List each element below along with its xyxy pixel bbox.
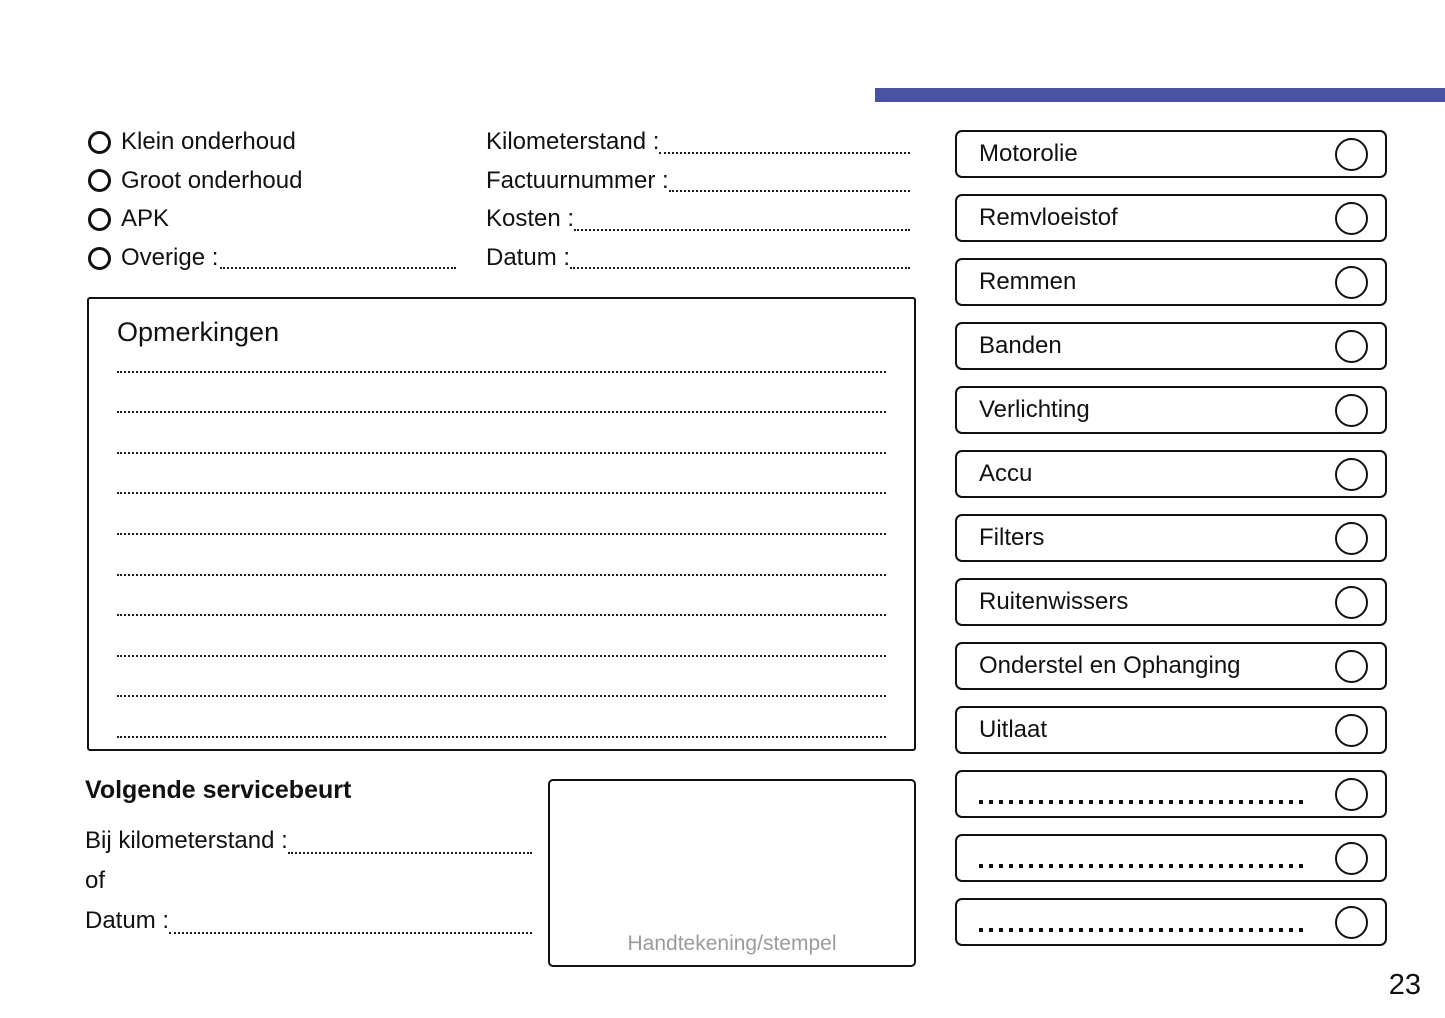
next-service-date-fill-line[interactable] (169, 932, 532, 934)
remvloeistof-label: Remvloeistof (979, 204, 1118, 231)
option-row-apk: APK (88, 200, 456, 239)
invoice-fields: Kilometerstand : Factuurnummer : Kosten … (486, 123, 910, 277)
datum-label: Datum : (486, 244, 571, 272)
next-service-or-label: of (85, 867, 106, 894)
overige-fill-line[interactable] (220, 267, 456, 270)
kosten-fill-line[interactable] (574, 228, 910, 231)
checklist-item-remmen: Remmen (955, 258, 1387, 306)
checklist-item-uitlaat: Uitlaat (955, 706, 1387, 754)
next-service-date-row: Datum : (85, 901, 532, 941)
checklist-item-blank (955, 834, 1387, 882)
groot-onderhoud-label: Groot onderhoud (121, 166, 303, 194)
remarks-fill-line[interactable] (117, 697, 886, 738)
checklist-item-remvloeistof: Remvloeistof (955, 194, 1387, 242)
checklist-item-blank (955, 770, 1387, 818)
ruitenwissers-label: Ruitenwissers (979, 588, 1129, 615)
blank-item-fill-line[interactable] (979, 800, 1309, 804)
service-type-options: Klein onderhoud Groot onderhoud APK Over… (88, 123, 456, 277)
overige-label: Overige : (121, 244, 219, 272)
remarks-fill-line[interactable] (117, 535, 886, 576)
factuurnummer-label: Factuurnummer : (486, 166, 669, 194)
next-service-km-row: Bij kilometerstand : (85, 821, 532, 861)
blank-check-circle[interactable] (1335, 905, 1368, 939)
ruitenwissers-check-circle[interactable] (1335, 585, 1368, 619)
groot-onderhoud-radio[interactable] (88, 169, 111, 193)
factuurnummer-fill-line[interactable] (668, 190, 910, 193)
next-service-or-row: of (85, 861, 532, 901)
uitlaat-check-circle[interactable] (1335, 713, 1368, 747)
remmen-check-circle[interactable] (1335, 265, 1368, 299)
remarks-fill-line[interactable] (117, 576, 886, 617)
next-service-date-label: Datum : (85, 907, 170, 934)
apk-label: APK (121, 205, 170, 233)
motorolie-label: Motorolie (979, 140, 1078, 167)
uitlaat-label: Uitlaat (979, 716, 1048, 743)
next-service-title: Volgende servicebeurt (85, 776, 352, 804)
banden-label: Banden (979, 332, 1062, 359)
option-row-klein-onderhoud: Klein onderhoud (88, 123, 456, 162)
checklist-item-banden: Banden (955, 322, 1387, 370)
blank-item-fill-line[interactable] (979, 928, 1309, 932)
field-row-kosten: Kosten : (486, 200, 910, 239)
accent-bar (875, 88, 1445, 102)
remarks-fill-line[interactable] (117, 413, 886, 454)
kilometerstand-label: Kilometerstand : (486, 128, 660, 156)
remarks-fill-line[interactable] (117, 657, 886, 698)
checklist-item-accu: Accu (955, 450, 1387, 498)
checklist-item-motorolie: Motorolie (955, 130, 1387, 178)
verlichting-label: Verlichting (979, 396, 1090, 423)
remarks-fill-line[interactable] (117, 454, 886, 495)
remarks-box: Opmerkingen (87, 297, 916, 751)
checklist-item-blank (955, 898, 1387, 946)
remarks-fill-line[interactable] (117, 494, 886, 535)
filters-label: Filters (979, 524, 1045, 551)
blank-check-circle[interactable] (1335, 841, 1368, 875)
blank-check-circle[interactable] (1335, 777, 1368, 811)
datum-fill-line[interactable] (570, 267, 910, 270)
blank-item-fill-line[interactable] (979, 864, 1309, 868)
option-row-groot-onderhoud: Groot onderhoud (88, 162, 456, 201)
klein-onderhoud-radio[interactable] (88, 130, 111, 154)
kilometerstand-fill-line[interactable] (659, 151, 910, 154)
klein-onderhoud-label: Klein onderhoud (121, 128, 296, 156)
apk-radio[interactable] (88, 207, 111, 231)
checklist-item-ruitenwissers: Ruitenwissers (955, 578, 1387, 626)
accu-label: Accu (979, 460, 1033, 487)
verlichting-check-circle[interactable] (1335, 393, 1368, 427)
field-row-datum: Datum : (486, 239, 910, 278)
overige-radio[interactable] (88, 246, 111, 270)
signature-area[interactable]: Handtekening/stempel (548, 779, 916, 967)
checklist: Motorolie Remvloeistof Remmen Banden Ver… (955, 130, 1387, 962)
checklist-item-verlichting: Verlichting (955, 386, 1387, 434)
remvloeistof-check-circle[interactable] (1335, 201, 1368, 235)
next-service-km-label: Bij kilometerstand : (85, 827, 288, 854)
remarks-fill-line[interactable] (117, 332, 886, 373)
banden-check-circle[interactable] (1335, 329, 1368, 363)
remarks-fill-line[interactable] (117, 616, 886, 657)
accu-check-circle[interactable] (1335, 457, 1368, 491)
remmen-label: Remmen (979, 268, 1077, 295)
remarks-fill-line[interactable] (117, 373, 886, 414)
onderstel-en-ophanging-check-circle[interactable] (1335, 649, 1368, 683)
checklist-item-filters: Filters (955, 514, 1387, 562)
page-number: 23 (1388, 969, 1421, 1001)
onderstel-en-ophanging-label: Onderstel en Ophanging (979, 652, 1241, 679)
option-row-overige: Overige : (88, 239, 456, 278)
field-row-kilometerstand: Kilometerstand : (486, 123, 910, 162)
checklist-item-onderstel-en-ophanging: Onderstel en Ophanging (955, 642, 1387, 690)
next-service-km-fill-line[interactable] (287, 852, 532, 854)
signature-placeholder: Handtekening/stempel (627, 932, 837, 955)
remarks-title: Opmerkingen (117, 317, 280, 347)
remarks-lines (117, 332, 886, 738)
kosten-label: Kosten : (486, 205, 575, 233)
field-row-factuurnummer: Factuurnummer : (486, 162, 910, 201)
next-service-section: Volgende servicebeurt Bij kilometerstand… (85, 776, 532, 941)
filters-check-circle[interactable] (1335, 521, 1368, 555)
motorolie-check-circle[interactable] (1335, 137, 1368, 171)
